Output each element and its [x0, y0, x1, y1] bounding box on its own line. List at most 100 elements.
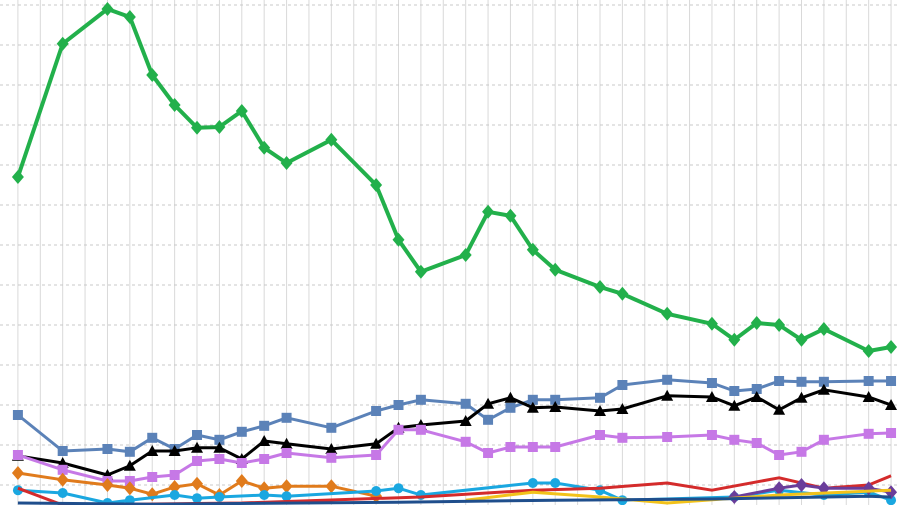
- marker: [661, 306, 674, 321]
- marker: [101, 478, 114, 492]
- marker: [12, 410, 23, 420]
- marker: [527, 442, 538, 452]
- marker: [415, 424, 426, 435]
- marker: [705, 391, 718, 402]
- marker: [817, 383, 830, 395]
- marker: [549, 401, 562, 412]
- marker: [147, 432, 158, 443]
- marker: [595, 430, 605, 440]
- marker: [280, 479, 293, 494]
- marker: [146, 445, 159, 456]
- marker: [526, 401, 539, 413]
- marker: [415, 394, 426, 405]
- marker: [482, 204, 495, 219]
- marker: [236, 458, 247, 468]
- marker: [505, 402, 516, 413]
- marker: [123, 459, 136, 471]
- marker: [214, 492, 225, 502]
- marker: [795, 391, 808, 403]
- marker: [751, 384, 762, 394]
- marker: [504, 208, 517, 223]
- marker: [392, 232, 405, 247]
- marker: [213, 120, 226, 134]
- marker: [370, 437, 383, 449]
- marker: [325, 479, 338, 494]
- marker: [795, 478, 808, 492]
- marker: [751, 438, 762, 448]
- marker: [169, 470, 180, 480]
- marker: [281, 491, 292, 502]
- marker: [616, 403, 629, 414]
- marker: [168, 480, 181, 494]
- marker: [192, 430, 203, 440]
- marker: [662, 374, 673, 385]
- series-line: [17, 494, 892, 505]
- marker: [774, 376, 785, 386]
- marker: [550, 394, 561, 405]
- marker: [281, 448, 292, 458]
- marker: [124, 476, 135, 486]
- marker: [594, 405, 606, 416]
- marker: [236, 426, 247, 437]
- marker: [168, 445, 181, 456]
- marker: [259, 490, 270, 500]
- marker: [325, 132, 338, 147]
- marker: [191, 476, 204, 491]
- marker: [146, 68, 159, 82]
- marker: [705, 316, 718, 331]
- marker: [729, 434, 740, 445]
- marker: [280, 437, 293, 449]
- marker: [258, 140, 271, 155]
- marker: [12, 450, 23, 460]
- marker: [527, 478, 538, 488]
- marker: [482, 397, 495, 409]
- marker: [549, 262, 562, 277]
- marker: [796, 376, 807, 387]
- marker: [192, 493, 203, 504]
- marker: [728, 399, 741, 411]
- marker: [191, 120, 204, 135]
- marker: [617, 380, 628, 390]
- marker: [459, 248, 472, 262]
- marker: [460, 436, 471, 447]
- marker: [11, 170, 24, 184]
- marker: [393, 400, 404, 410]
- marker: [371, 450, 382, 460]
- marker: [258, 435, 271, 446]
- marker: [325, 443, 338, 454]
- marker: [886, 376, 897, 386]
- marker: [773, 318, 786, 332]
- marker: [863, 376, 874, 386]
- marker: [774, 450, 785, 460]
- marker: [773, 403, 786, 415]
- marker: [393, 424, 404, 435]
- marker: [527, 394, 538, 405]
- marker: [706, 378, 717, 388]
- marker: [863, 428, 874, 439]
- marker: [326, 452, 337, 463]
- marker: [550, 478, 561, 488]
- marker: [550, 442, 561, 452]
- marker: [505, 442, 516, 452]
- marker: [147, 472, 158, 482]
- marker: [483, 414, 494, 425]
- marker: [123, 481, 136, 496]
- marker: [459, 415, 472, 426]
- marker: [817, 322, 830, 336]
- marker: [371, 486, 382, 496]
- marker: [796, 446, 807, 457]
- marker: [259, 454, 270, 464]
- marker: [326, 422, 337, 433]
- marker: [213, 441, 226, 453]
- marker: [192, 456, 203, 466]
- marker: [169, 490, 180, 500]
- marker: [483, 448, 494, 458]
- marker: [235, 474, 248, 488]
- marker: [214, 434, 225, 445]
- marker: [56, 472, 69, 487]
- marker: [750, 391, 763, 402]
- marker: [818, 434, 829, 445]
- marker: [102, 444, 113, 454]
- marker: [168, 98, 181, 112]
